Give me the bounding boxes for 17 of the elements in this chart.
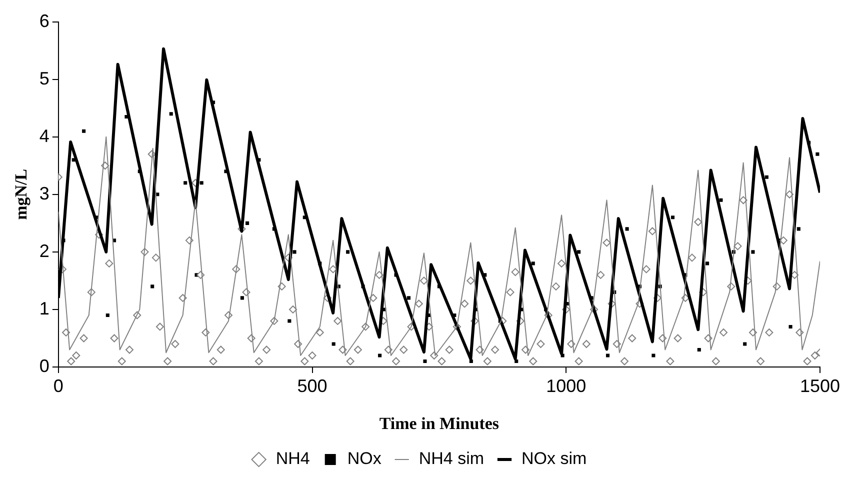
y-tick-label: 5 [39,68,50,88]
legend-label: NOx [347,449,382,468]
y-tick-label: 0 [39,356,50,376]
y-tick-label: 4 [39,126,50,146]
y-tick-label: 6 [39,10,50,31]
y-tick-label: 2 [39,240,50,261]
legend-label: NOx sim [522,449,587,468]
y-tick-label: 1 [39,298,50,318]
x-tick-label: 500 [297,376,328,396]
x-axis-title: Time in Minutes [379,414,500,434]
legend-label: NH4 sim [418,449,484,468]
x-tick-label: 0 [53,376,64,396]
y-tick-label: 3 [39,183,50,204]
x-tick-label: 1000 [546,376,586,396]
legend-label: NH4 [276,449,310,468]
y-axis-title: mgN/L [12,168,31,220]
x-tick-label: 1500 [800,376,840,396]
